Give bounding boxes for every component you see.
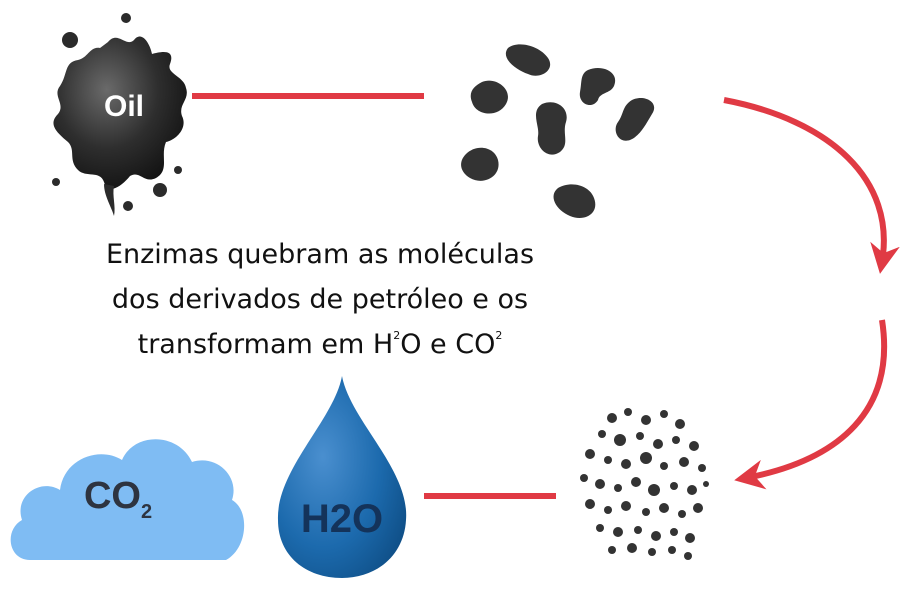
oil-particles-icon: [461, 44, 655, 218]
caption-line-1: Enzimas quebram as moléculas: [105, 239, 535, 270]
water-label: H2O: [301, 497, 383, 541]
svg-text:CO2: CO2: [84, 475, 152, 523]
caption-h2o-superscript: 2: [393, 329, 401, 342]
micro-particles-icon: [580, 408, 709, 560]
co2-subscript: 2: [141, 501, 152, 523]
caption: Enzimas quebram as moléculas dos derivad…: [60, 232, 580, 367]
oil-label: Oil: [104, 90, 144, 123]
co2-main: CO: [84, 475, 141, 517]
caption-line-3: transformam em H2O e CO2: [60, 322, 580, 367]
caption-line-3-prefix: transformam em H: [137, 329, 394, 360]
caption-line-3-mid: O e CO: [400, 329, 496, 360]
caption-co2-superscript: 2: [495, 329, 503, 342]
water-drop-icon: H2O: [277, 376, 407, 578]
oil-splat-icon: Oil: [52, 13, 187, 216]
curved-arrow-bottom-right: [734, 319, 888, 490]
co2-cloud-icon: CO2: [10, 439, 245, 560]
caption-line-2: dos derivados de petróleo e os: [111, 284, 529, 315]
curved-arrow-top-right: [723, 97, 900, 274]
